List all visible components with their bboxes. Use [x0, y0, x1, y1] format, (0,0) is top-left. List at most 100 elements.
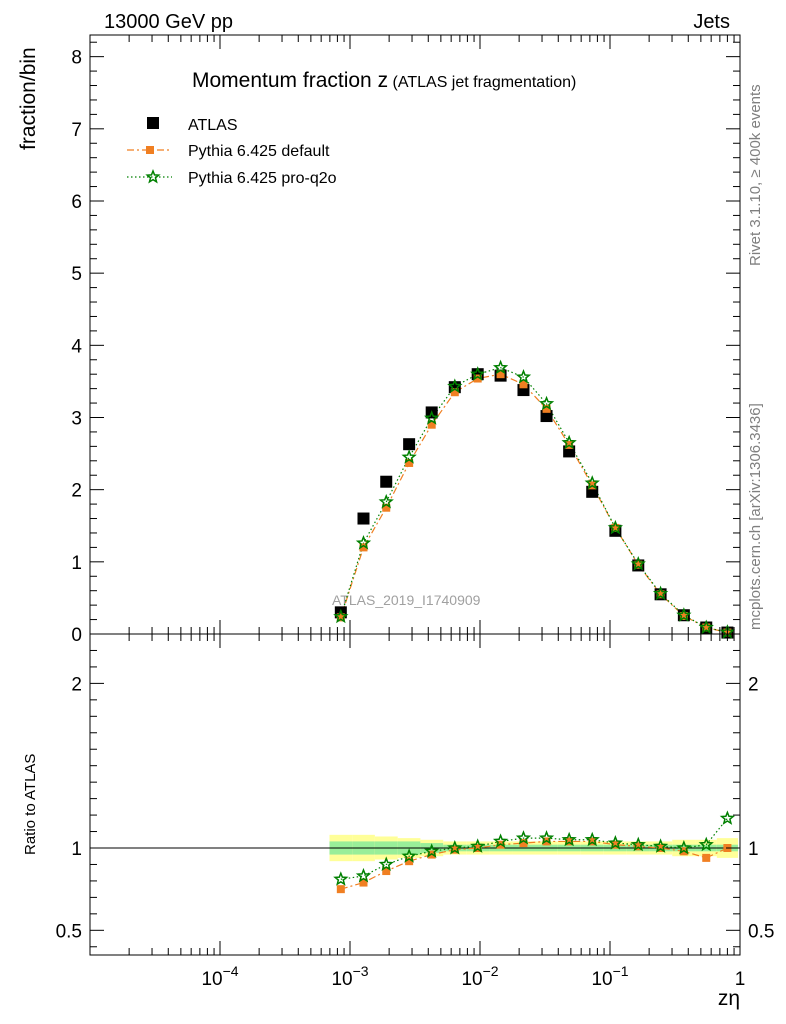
series-markers: [333, 359, 736, 894]
ratio-y-tick-label: 0.5: [56, 921, 82, 942]
top-y-tick-label: 8: [71, 48, 82, 69]
proq2o-data-point: [424, 410, 440, 425]
ratio-y-tick-label: 1: [71, 839, 82, 860]
ratio-y-tick-label-right: 1: [748, 839, 759, 860]
proq2o-data-point: [470, 366, 486, 381]
proq2o-ratio-point: [515, 830, 532, 845]
proq2o-ratio-point: [470, 838, 486, 853]
rivet-label: Rivet 3.1.10, ≥ 400k events: [747, 84, 764, 266]
proq2o-ratio-point: [492, 833, 509, 848]
top-y-tick-label: 4: [71, 336, 82, 357]
default-data-point: [359, 543, 368, 552]
proq2o-ratio-point: [584, 831, 600, 847]
default-data-point: [496, 370, 505, 379]
default-data-point: [656, 590, 665, 599]
proq2o-ratio-point: [447, 839, 463, 855]
default-ratio-point: [611, 840, 620, 849]
proq2o-data-point: [607, 519, 624, 535]
default-data-point: [679, 611, 688, 620]
x-tick-label: 1: [735, 969, 746, 990]
ratio-y-tick-label-right: 2: [748, 674, 759, 695]
proq2o-ratio-point: [676, 839, 692, 855]
proq2o-data-point: [676, 607, 692, 622]
default-ratio-point: [473, 844, 482, 852]
legend: ATLAS Pythia 6.425 default Pythia 6.425 …: [127, 117, 337, 187]
proq2o-ratio-point: [538, 830, 555, 845]
proq2o-data-point: [333, 608, 349, 624]
top-y-axis-label: fraction/bin: [17, 47, 40, 150]
default-ratio-point: [382, 867, 391, 876]
default-ratio-point: [656, 844, 665, 852]
ratio-y-axis-label: Ratio to ATLAS: [22, 754, 39, 855]
proq2o-ratio-point: [607, 835, 624, 850]
ratio-y-tick-label: 2: [71, 674, 82, 695]
proq2o-ratio-point: [652, 838, 669, 853]
proq2o-data-point: [698, 619, 714, 635]
default-ratio-point: [336, 885, 345, 894]
default-ratio-point: [634, 842, 643, 851]
mcplots-label: mcplots.cern.ch [arXiv:1306.3436]: [747, 403, 764, 630]
legend-label-proq2o: Pythia 6.425 pro-q2o: [188, 170, 337, 187]
proq2o-data-point: [515, 369, 532, 384]
x-tick-label: 10−1: [591, 963, 628, 990]
top-y-tick-label: 5: [71, 264, 82, 285]
proq2o-data-point: [492, 359, 509, 375]
x-tick-label: 10−4: [201, 963, 238, 990]
atlas-data-point: [403, 438, 416, 451]
default-data-point: [702, 623, 711, 632]
beam-label: 13000 GeV pp: [104, 11, 233, 33]
atlas-data-point: [540, 410, 553, 423]
top-y-tick-label: 0: [71, 625, 82, 646]
proq2o-data-point: [401, 449, 417, 464]
legend-marker-default: [146, 146, 154, 154]
default-data-point: [382, 503, 391, 512]
proq2o-ratio-point: [561, 831, 577, 847]
top-y-tick-label: 2: [71, 481, 82, 502]
proq2o-ratio-point: [719, 810, 736, 825]
legend-marker-proq2o: [145, 168, 161, 184]
default-data-point: [519, 380, 528, 389]
default-data-point: [473, 374, 482, 383]
ratio-y-tick-label-right: 0.5: [748, 921, 774, 942]
x-tick-label: 10−2: [461, 963, 498, 990]
proq2o-ratio-point: [333, 871, 349, 886]
proq2o-ratio-point: [378, 856, 394, 871]
proq2o-ratio-point: [401, 848, 417, 863]
default-ratio-point: [565, 837, 574, 846]
default-data-point: [450, 388, 459, 397]
top-y-tick-label: 7: [71, 120, 82, 141]
analysis-watermark: ATLAS_2019_I1740909: [332, 592, 481, 608]
legend-label-atlas: ATLAS: [188, 117, 238, 134]
legend-marker-atlas: [147, 117, 159, 129]
proq2o-ratio-point: [355, 867, 372, 883]
top-y-tick-label: 3: [71, 408, 82, 429]
default-data-point: [427, 420, 436, 429]
proq2o-data-point: [447, 378, 463, 393]
proq2o-data-point: [584, 475, 600, 490]
chart-title: Momentum fraction z (ATLAS jet fragmenta…: [192, 69, 576, 92]
default-ratio-point: [702, 853, 711, 862]
proq2o-ratio-point: [698, 836, 714, 852]
axes: 10−4 10−3 10−2 10−1 1 0 1 2 3 4 5 6 7 8 0.5 0.5 1 1 2 2: [56, 34, 774, 990]
default-data-point: [611, 523, 620, 532]
default-ratio-point: [405, 857, 414, 866]
x-axis-label: zη: [718, 987, 740, 1010]
x-tick-label: 10−3: [331, 963, 368, 990]
default-ratio-point: [359, 878, 368, 887]
legend-label-default: Pythia 6.425 default: [188, 143, 330, 160]
default-ratio-point: [519, 839, 528, 848]
default-data-point: [405, 458, 414, 467]
proq2o-data-point: [652, 585, 669, 601]
top-y-tick-label: 6: [71, 192, 82, 213]
series-lines: [340, 367, 728, 890]
atlas-data-point: [380, 475, 393, 488]
ratio-panel-frame: [89, 633, 741, 956]
proq2o-ratio-point: [630, 836, 646, 852]
default-data-point: [336, 613, 345, 622]
proq2o-data-point: [378, 493, 394, 509]
default-ratio-point: [450, 845, 459, 854]
proq2o-data-point: [538, 395, 555, 411]
proq2o-data-point: [561, 434, 577, 450]
proq2o-ratio-point: [424, 843, 440, 858]
